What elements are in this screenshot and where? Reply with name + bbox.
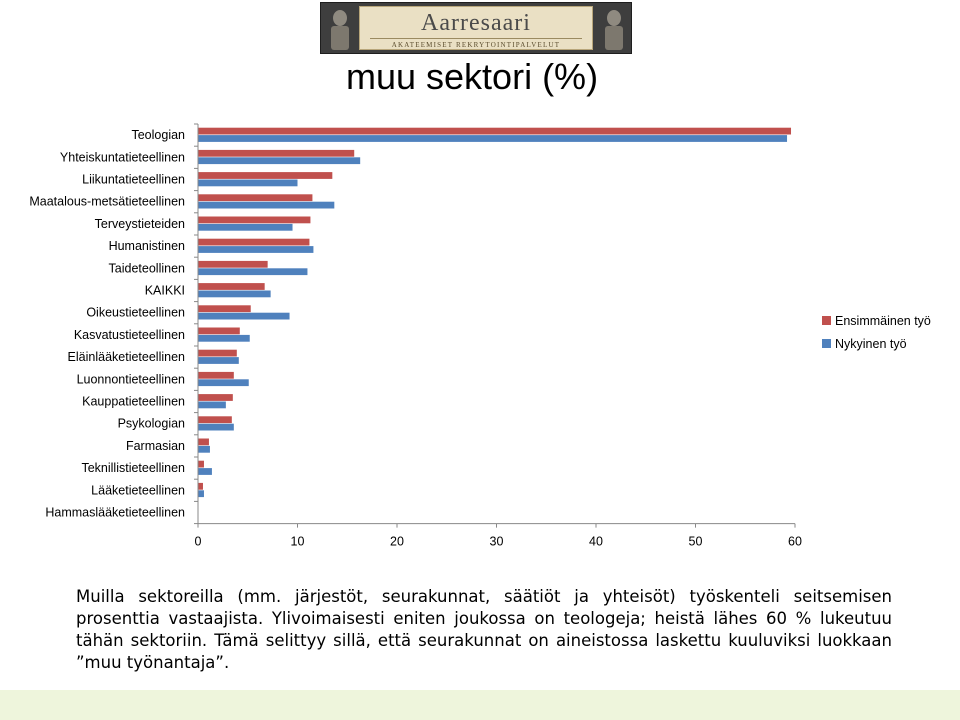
- caption-text: Muilla sektoreilla (mm. järjestöt, seura…: [76, 587, 892, 672]
- bar-current-job: [198, 179, 298, 187]
- bar-first-job: [198, 216, 311, 224]
- category-label: Lääketieteellinen: [91, 483, 185, 497]
- legend-swatch: [822, 339, 831, 348]
- bar-current-job: [198, 201, 335, 209]
- bar-first-job: [198, 416, 232, 424]
- bar-current-job: [198, 334, 250, 342]
- category-label: Luonnontieteellinen: [77, 372, 185, 386]
- bar-first-job: [198, 238, 310, 246]
- bar-first-job: [198, 172, 333, 179]
- category-label: Kasvatustieteellinen: [74, 328, 185, 342]
- category-label: Humanistinen: [109, 239, 185, 253]
- page-title: muu sektori (%): [346, 56, 599, 97]
- bar-first-job: [198, 283, 265, 290]
- category-label: Yhteiskuntatieteellinen: [60, 150, 185, 164]
- bar-current-job: [198, 468, 212, 475]
- bar-current-job: [198, 423, 234, 431]
- category-label: Psykologian: [118, 417, 185, 431]
- bar-first-job: [198, 149, 355, 157]
- category-label: Teologian: [131, 128, 185, 142]
- legend-label: Nykyinen työ: [835, 337, 907, 351]
- category-label: Kauppatieteellinen: [82, 395, 185, 409]
- x-tick-label: 0: [195, 535, 202, 549]
- legend-label: Ensimmäinen työ: [835, 314, 931, 328]
- bar-first-job: [198, 327, 240, 335]
- category-label: Teknillistieteellinen: [81, 461, 185, 475]
- aarresaari-logo: Aarresaari AKATEEMISET REKRYTOINTIPALVEL…: [320, 2, 632, 54]
- bar-current-job: [198, 246, 314, 253]
- category-label: Hammaslääketieteellinen: [45, 506, 185, 520]
- bar-first-job: [198, 371, 234, 379]
- bar-first-job: [198, 438, 209, 446]
- bar-first-job: [198, 460, 204, 468]
- bar-chart: Teologian Yhteiskuntatieteellinen Liikunta…: [29, 123, 931, 549]
- category-label: Terveystieteiden: [95, 217, 185, 231]
- bar-first-job: [198, 127, 792, 135]
- bar-current-job: [198, 223, 293, 231]
- statue-figure-right-icon: [605, 10, 623, 50]
- bar-current-job: [198, 490, 204, 498]
- category-label: Farmasian: [126, 439, 185, 453]
- x-tick-label: 20: [390, 535, 404, 549]
- footer-band: [0, 690, 960, 720]
- bar-current-job: [198, 379, 249, 387]
- bar-first-job: [198, 482, 203, 490]
- bar-current-job: [198, 357, 239, 364]
- bar-current-job: [198, 312, 290, 320]
- x-tick-label: 40: [589, 535, 603, 549]
- bar-first-job: [198, 260, 268, 268]
- bar-current-job: [198, 445, 210, 453]
- x-tick-label: 30: [490, 535, 504, 549]
- category-label: Oikeustieteellinen: [86, 306, 185, 320]
- category-label: Taideteollinen: [109, 261, 185, 275]
- logo-rule: [370, 38, 582, 39]
- category-label: Eläinlääketieteellinen: [68, 350, 185, 364]
- category-label: Maatalous-metsätieteellinen: [29, 195, 185, 209]
- category-label: KAIKKI: [145, 284, 185, 298]
- bar-first-job: [198, 349, 237, 357]
- statue-figure-left-icon: [331, 10, 349, 50]
- legend-swatch: [822, 316, 831, 325]
- bar-current-job: [198, 401, 226, 409]
- category-label: Liikuntatieteellinen: [82, 173, 185, 187]
- x-tick-label: 10: [291, 535, 305, 549]
- x-tick-label: 60: [788, 535, 802, 549]
- bar-first-job: [198, 194, 313, 202]
- bar-current-job: [198, 290, 271, 298]
- logo-tagline: AKATEEMISET REKRYTOINTIPALVELUT: [391, 41, 561, 49]
- bar-current-job: [198, 135, 788, 142]
- bar-first-job: [198, 394, 233, 401]
- bar-current-job: [198, 157, 361, 165]
- logo-name: Aarresaari: [421, 10, 531, 36]
- bar-current-job: [198, 268, 308, 276]
- bar-first-job: [198, 305, 251, 313]
- logo-plate: Aarresaari AKATEEMISET REKRYTOINTIPALVEL…: [359, 6, 593, 50]
- x-tick-label: 50: [689, 535, 703, 549]
